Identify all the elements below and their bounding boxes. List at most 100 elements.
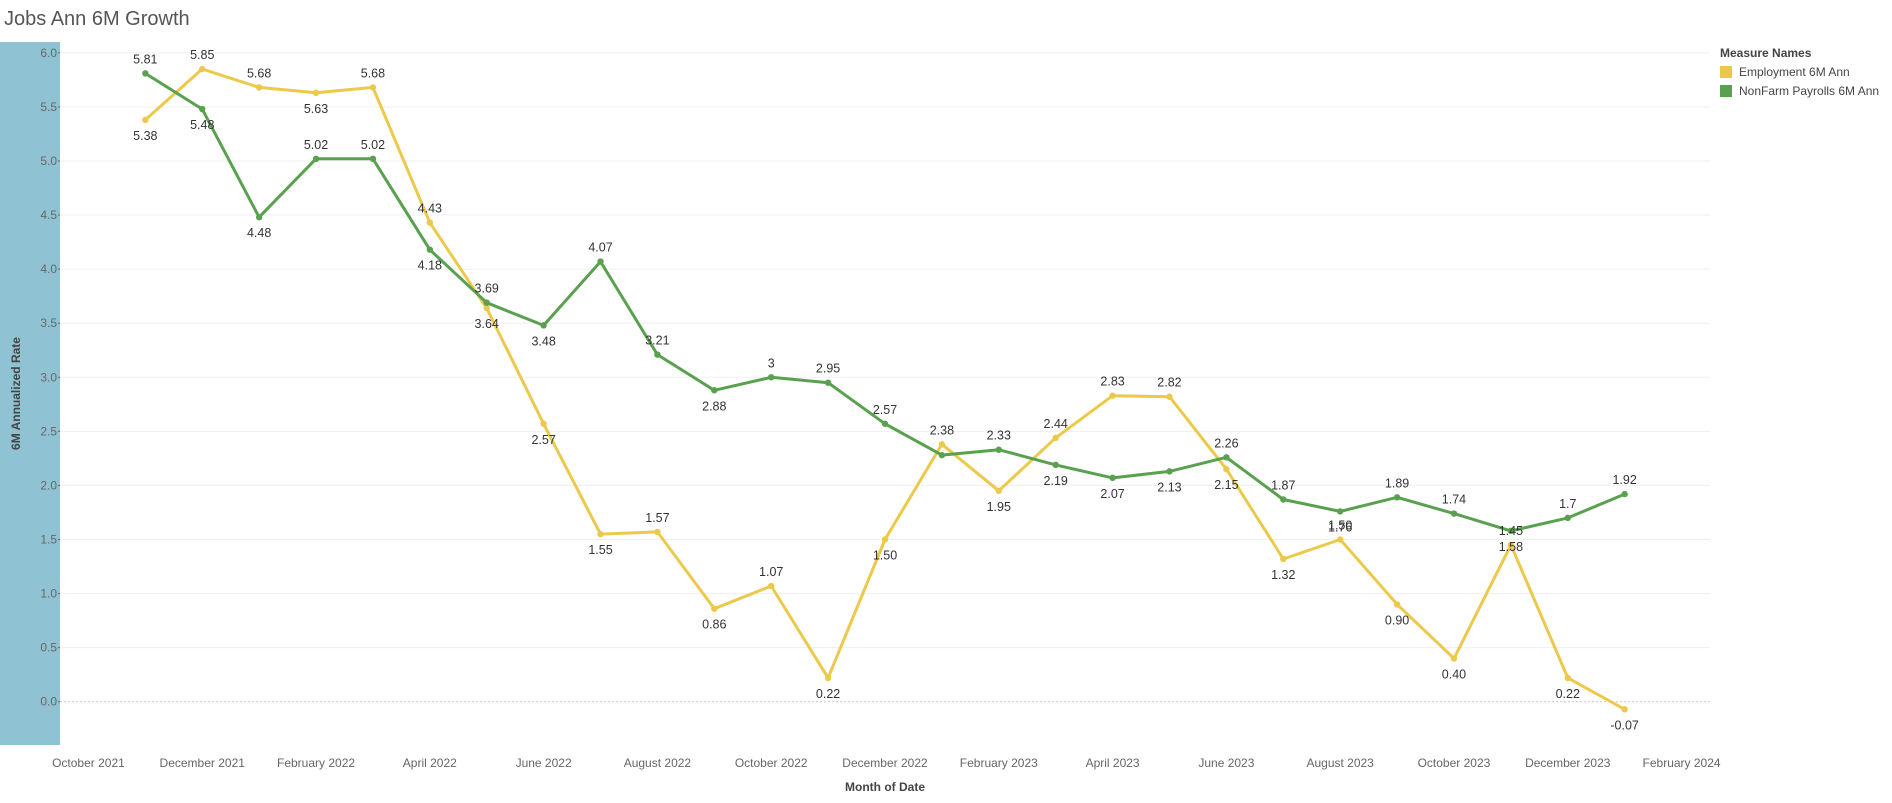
data-label-nonfarm-payrolls: 4.18 <box>418 259 442 273</box>
data-point-nonfarm-payrolls <box>255 214 263 221</box>
legend-item-nonfarm-payrolls[interactable]: NonFarm Payrolls 6M Ann <box>1720 84 1879 98</box>
data-label-employment: 1.57 <box>645 511 669 525</box>
data-label-employment: 0.22 <box>1556 687 1580 701</box>
data-label-nonfarm-payrolls: 1.89 <box>1385 476 1409 490</box>
data-point-employment <box>1393 601 1401 608</box>
data-point-nonfarm-payrolls <box>369 155 377 163</box>
data-point-employment <box>199 65 206 73</box>
data-label-employment: 2.44 <box>1044 417 1068 431</box>
data-label-nonfarm-payrolls: 3.69 <box>475 282 499 296</box>
y-tick-label: 5.0 <box>40 154 57 168</box>
data-point-nonfarm-payrolls <box>1564 514 1571 522</box>
data-point-employment <box>1336 536 1344 543</box>
data-point-nonfarm-payrolls <box>312 155 320 163</box>
data-point-nonfarm-payrolls <box>1393 494 1401 501</box>
data-label-nonfarm-payrolls: 1.7 <box>1559 497 1576 511</box>
data-point-nonfarm-payrolls <box>768 374 775 381</box>
x-tick-label: February 2022 <box>277 756 355 770</box>
x-tick-label: December 2023 <box>1525 756 1611 770</box>
x-axis-title: Month of Date <box>845 780 925 794</box>
data-label-nonfarm-payrolls: 2.88 <box>702 399 726 413</box>
data-point-nonfarm-payrolls <box>995 446 1002 453</box>
x-tick-label: February 2023 <box>960 756 1038 770</box>
data-label-employment: 3.64 <box>475 317 499 331</box>
data-point-employment <box>312 89 320 97</box>
data-label-employment: 4.43 <box>418 202 442 216</box>
x-tick-label: February 2024 <box>1643 756 1721 770</box>
data-point-employment <box>711 605 718 612</box>
data-point-nonfarm-payrolls <box>199 105 206 113</box>
data-label-employment: 5.63 <box>304 102 328 116</box>
data-point-employment <box>1280 555 1287 563</box>
data-point-nonfarm-payrolls <box>711 387 718 394</box>
data-label-nonfarm-payrolls: 1.87 <box>1271 478 1295 492</box>
data-label-nonfarm-payrolls: 4.48 <box>247 226 271 240</box>
y-tick-label: 2.5 <box>40 424 57 438</box>
data-label-employment: 5.38 <box>133 129 157 143</box>
y-tick-label: 3.5 <box>40 316 57 330</box>
data-label-employment: 0.22 <box>816 687 840 701</box>
x-tick-label: April 2023 <box>1086 756 1140 770</box>
legend-label-nonfarm-payrolls: NonFarm Payrolls 6M Ann <box>1739 84 1880 98</box>
x-tick-label: June 2022 <box>516 756 572 770</box>
data-label-nonfarm-payrolls: 2.07 <box>1100 487 1124 501</box>
y-tick-label: 5.5 <box>40 100 57 114</box>
data-label-employment: 1.07 <box>759 565 783 579</box>
legend-item-employment[interactable]: Employment 6M Ann <box>1720 65 1879 79</box>
data-label-employment: 2.83 <box>1100 375 1124 389</box>
data-label-employment: 2.82 <box>1157 376 1181 390</box>
data-point-employment <box>1564 674 1571 682</box>
chart-title: Jobs Ann 6M Growth <box>4 8 190 30</box>
x-tick-label: December 2021 <box>160 756 246 770</box>
data-point-nonfarm-payrolls <box>1166 468 1173 475</box>
data-point-nonfarm-payrolls <box>540 322 547 329</box>
data-label-nonfarm-payrolls: 5.02 <box>361 138 385 152</box>
y-tick-label: 0.0 <box>40 695 57 709</box>
data-point-nonfarm-payrolls <box>824 379 832 386</box>
data-label-nonfarm-payrolls: 3.48 <box>531 334 555 348</box>
data-point-employment <box>142 116 149 124</box>
data-label-nonfarm-payrolls: 2.13 <box>1157 480 1181 494</box>
data-point-employment <box>483 304 490 312</box>
y-axis-band <box>0 42 60 745</box>
y-tick-label: 0.5 <box>40 641 57 655</box>
data-point-employment <box>881 536 889 543</box>
data-label-nonfarm-payrolls: 1.92 <box>1612 473 1636 487</box>
y-axis-title: 6M Annualized Rate <box>9 337 23 450</box>
data-point-nonfarm-payrolls <box>1507 527 1515 535</box>
legend-swatch-employment <box>1720 66 1732 78</box>
data-point-nonfarm-payrolls <box>1450 510 1458 517</box>
y-tick-label: 2.0 <box>40 478 57 492</box>
data-label-nonfarm-payrolls: 2.33 <box>987 429 1011 443</box>
data-label-nonfarm-payrolls: 2.26 <box>1214 436 1238 450</box>
x-tick-label: June 2023 <box>1198 756 1254 770</box>
data-label-nonfarm-payrolls: 1.58 <box>1499 540 1523 554</box>
data-point-employment <box>1223 466 1230 473</box>
data-point-employment <box>654 528 661 536</box>
data-label-employment: 2.57 <box>531 433 555 447</box>
data-point-nonfarm-payrolls <box>1052 461 1059 469</box>
data-label-employment: 1.95 <box>987 500 1011 514</box>
data-label-employment: 1.50 <box>1328 519 1352 533</box>
data-point-employment <box>426 219 434 226</box>
data-point-employment <box>768 582 775 590</box>
data-point-employment <box>1621 706 1628 713</box>
data-label-nonfarm-payrolls: 2.19 <box>1044 474 1068 488</box>
data-label-employment: 5.85 <box>190 48 214 62</box>
data-point-employment <box>1450 655 1458 662</box>
x-tick-label: December 2022 <box>842 756 928 770</box>
data-point-nonfarm-payrolls <box>1223 454 1230 461</box>
data-point-employment <box>255 84 263 91</box>
data-label-employment: 1.50 <box>873 549 897 563</box>
legend: Measure Names Employment 6M Ann NonFarm … <box>1720 46 1879 103</box>
data-point-nonfarm-payrolls <box>1621 490 1628 498</box>
data-label-nonfarm-payrolls: 5.02 <box>304 138 328 152</box>
data-point-nonfarm-payrolls <box>938 451 946 459</box>
x-tick-label: April 2022 <box>403 756 457 770</box>
data-label-nonfarm-payrolls: 5.81 <box>133 52 157 66</box>
data-label-employment: 1.45 <box>1499 524 1523 538</box>
data-label-nonfarm-payrolls: 5.48 <box>190 118 214 132</box>
data-point-nonfarm-payrolls <box>483 299 490 306</box>
data-label-employment: 0.86 <box>702 618 726 632</box>
data-point-nonfarm-payrolls <box>1109 474 1116 482</box>
